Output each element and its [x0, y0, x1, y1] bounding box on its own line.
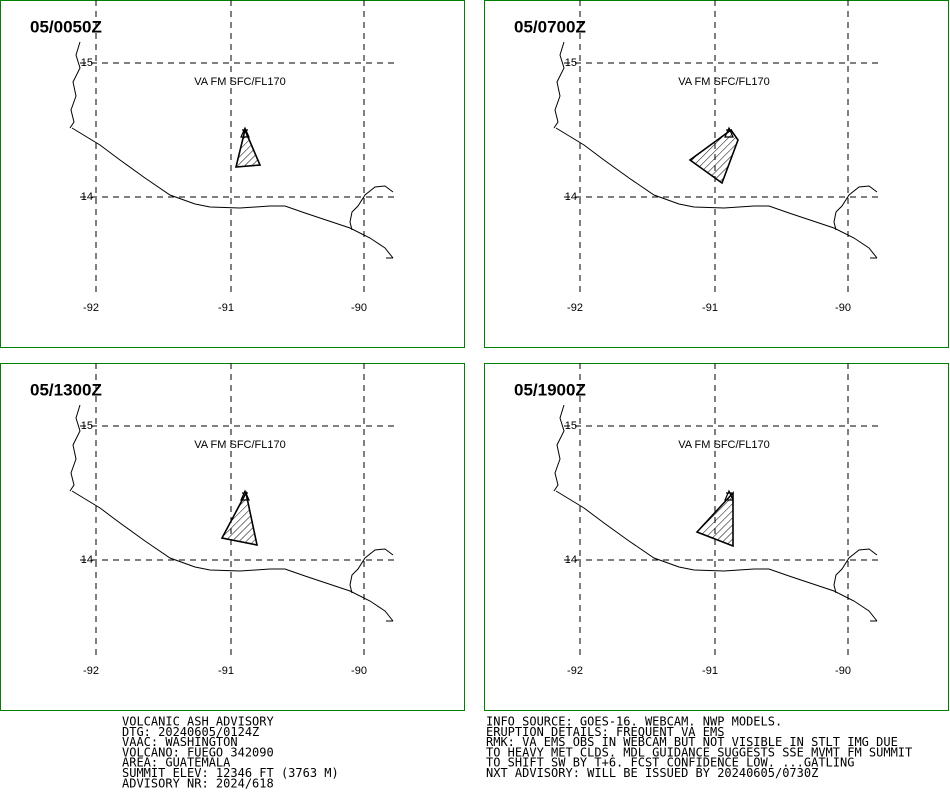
coastline [69, 404, 81, 492]
layer-label: VA FM SFC/FL170 [678, 439, 770, 451]
lon-label: -92 [567, 302, 583, 314]
lat-label: 14 [565, 554, 577, 566]
coastline [69, 41, 81, 129]
lat-label: 14 [81, 191, 93, 203]
map-panel: 05/0050Z VA FM SFC/FL170 15 14 -92 -91 -90 [0, 0, 465, 348]
layer-label: VA FM SFC/FL170 [194, 439, 286, 451]
lat-label: 15 [565, 57, 577, 69]
layer-label: VA FM SFC/FL170 [678, 76, 770, 88]
advisory-line: RMK: VA EMS OBS IN WEBCAM BUT NOT VISIBL… [486, 735, 898, 749]
advisory-line: VOLCANO: FUEGO 342090 [122, 745, 274, 759]
ash-area [688, 128, 739, 185]
map-panel: 05/1300Z VA FM SFC/FL170 15 14 -92 -91 -90 [0, 363, 465, 711]
layer-label: VA FM SFC/FL170 [194, 76, 286, 88]
lat-label: 15 [81, 420, 93, 432]
panel-border [0, 363, 465, 711]
coastline [833, 185, 878, 231]
coastline [71, 127, 394, 259]
volcano-symbol [724, 489, 734, 501]
advisory-line: ADVISORY NR: 2024/618 [122, 776, 274, 790]
advisory-line: NXT ADVISORY: WILL BE ISSUED BY 20240605… [486, 766, 818, 780]
lon-label: -91 [702, 665, 718, 677]
lon-label: -91 [702, 302, 718, 314]
lat-label: 14 [565, 191, 577, 203]
coastline [71, 490, 394, 622]
lat-label: 14 [81, 554, 93, 566]
panel-border [484, 363, 949, 711]
lon-label: -92 [83, 665, 99, 677]
advisory-line: TO SHIFT SW BY T+6. FCST CONFIDENCE LOW.… [486, 756, 854, 770]
lat-label: 15 [565, 420, 577, 432]
valid-time: 05/0700Z [514, 17, 586, 36]
map-panel: 05/0700Z VA FM SFC/FL170 15 14 -92 -91 -90 [484, 0, 949, 348]
lon-label: -92 [83, 302, 99, 314]
lon-label: -90 [351, 302, 367, 314]
lon-label: -90 [835, 665, 851, 677]
coastline [553, 41, 565, 129]
ash-area [220, 490, 259, 547]
coastline [349, 185, 394, 231]
advisory-line: DTG: 20240605/0124Z [122, 725, 259, 739]
coastline [833, 548, 878, 594]
coastline [349, 548, 394, 594]
volcano-symbol [724, 126, 734, 138]
panel-border [484, 0, 949, 348]
volcano-symbol [240, 126, 250, 138]
lat-label: 15 [81, 57, 93, 69]
valid-time: 05/1900Z [514, 380, 586, 399]
coastline [555, 127, 878, 259]
lon-label: -90 [351, 665, 367, 677]
valid-time: 05/0050Z [30, 17, 102, 36]
panel-border [0, 0, 465, 348]
lon-label: -91 [218, 665, 234, 677]
advisory-line: ERUPTION DETAILS: FREQUENT VA EMS [486, 725, 724, 739]
advisory-line: TO HEAVY MET CLDS. MDL GUIDANCE SUGGESTS… [486, 745, 912, 759]
volcano-symbol [240, 489, 250, 501]
advisory-line: SUMMIT ELEV: 12346 FT (3763 M) [122, 766, 339, 780]
map-panel: 05/1900Z VA FM SFC/FL170 15 14 -92 -91 -90 [484, 363, 949, 711]
ash-area [234, 127, 262, 168]
valid-time: 05/1300Z [30, 380, 102, 399]
advisory-line: INFO SOURCE: GOES-16. WEBCAM. NWP MODELS… [486, 715, 782, 729]
coastline [555, 490, 878, 622]
advisory-line: AREA: GUATEMALA [122, 756, 231, 770]
ash-area [695, 490, 734, 548]
advisory-line: VAAC: WASHINGTON [122, 735, 238, 749]
coastline [553, 404, 565, 492]
lon-label: -90 [835, 302, 851, 314]
lon-label: -91 [218, 302, 234, 314]
lon-label: -92 [567, 665, 583, 677]
advisory-line: VOLCANIC ASH ADVISORY [122, 715, 274, 729]
